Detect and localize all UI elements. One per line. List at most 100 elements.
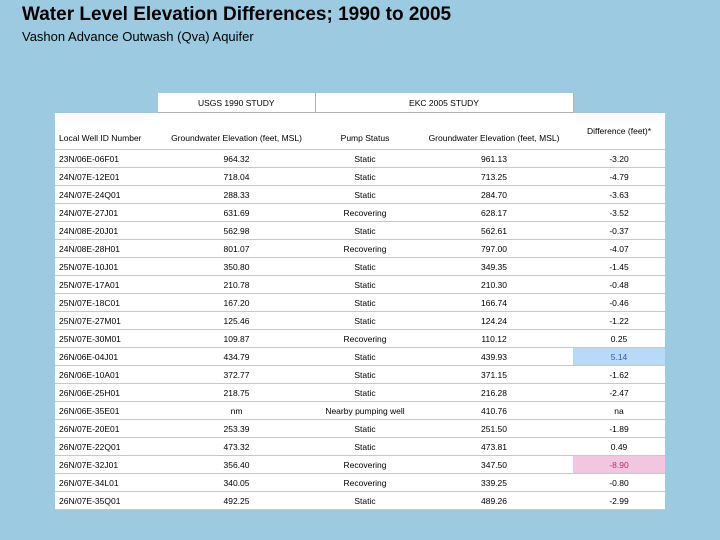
table-cell: Static: [315, 491, 415, 510]
table-cell: 25N/07E-27M01: [55, 311, 158, 330]
table-row: 26N/06E-25H01 218.75 Static 216.28 -2.47: [55, 383, 666, 402]
table-cell: 24N/07E-24Q01: [55, 185, 158, 204]
table-cell: Static: [315, 347, 415, 366]
table-cell: 124.24: [415, 311, 574, 330]
table-cell: Static: [315, 257, 415, 276]
table-cell: -0.80: [573, 473, 666, 492]
table-row: 25N/07E-10J01 350.80 Static 349.35 -1.45: [55, 257, 666, 276]
column-header: Groundwater Elevation (feet, MSL): [158, 112, 315, 150]
title: Water Level Elevation Differences; 1990 …: [22, 4, 452, 25]
table-cell: 562.61: [415, 221, 574, 240]
table-cell: 964.32: [158, 149, 315, 168]
table-cell: na: [573, 401, 666, 420]
subtitle: Vashon Advance Outwash (Qva) Aquifer: [22, 29, 254, 44]
table-cell: Static: [315, 185, 415, 204]
table-cell: 23N/06E-06F01: [55, 149, 158, 168]
table-cell: 26N/07E-34L01: [55, 473, 158, 492]
table-cell: 210.78: [158, 275, 315, 294]
table-cell: 439.93: [415, 347, 574, 366]
table-cell: Static: [315, 311, 415, 330]
table-cell: -4.79: [573, 167, 666, 186]
table-cell: 5.14: [573, 347, 666, 366]
table-cell: Static: [315, 437, 415, 456]
table-cell: -1.45: [573, 257, 666, 276]
table-row: 24N/07E-24Q01 288.33 Static 284.70 -3.63: [55, 185, 666, 204]
table-cell: 218.75: [158, 383, 315, 402]
table-cell: 26N/06E-10A01: [55, 365, 158, 384]
blank-cell: [573, 93, 665, 113]
group-header: EKC 2005 STUDY: [315, 93, 574, 113]
table-cell: 288.33: [158, 185, 315, 204]
table-cell: -3.63: [573, 185, 666, 204]
group-header-row: USGS 1990 STUDY EKC 2005 STUDY: [55, 93, 665, 113]
table-cell: 492.25: [158, 491, 315, 510]
table-cell: 473.32: [158, 437, 315, 456]
table-row: 23N/06E-06F01 964.32 Static 961.13 -3.20: [55, 149, 666, 168]
table-cell: 797.00: [415, 239, 574, 258]
table-cell: -0.37: [573, 221, 666, 240]
table-cell: Recovering: [315, 203, 415, 222]
table-row: 26N/07E-22Q01 473.32 Static 473.81 0.49: [55, 437, 666, 456]
table-cell: Static: [315, 293, 415, 312]
table-body: 23N/06E-06F01 964.32 Static 961.13 -3.20 24N/…: [55, 149, 666, 510]
table-cell: 372.77: [158, 365, 315, 384]
table-cell: 434.79: [158, 347, 315, 366]
table-cell: 339.25: [415, 473, 574, 492]
table-cell: 26N/07E-35Q01: [55, 491, 158, 510]
table-row: 25N/07E-18C01 167.20 Static 166.74 -0.46: [55, 293, 666, 312]
table-cell: 26N/07E-32J01: [55, 455, 158, 474]
table-cell: 26N/06E-04J01: [55, 347, 158, 366]
table-cell: 0.25: [573, 329, 666, 348]
column-header: Groundwater Elevation (feet, MSL): [415, 112, 574, 150]
table-cell: 125.46: [158, 311, 315, 330]
table-cell: Static: [315, 275, 415, 294]
table-cell: -2.99: [573, 491, 666, 510]
table-cell: 961.13: [415, 149, 574, 168]
table-cell: 26N/06E-25H01: [55, 383, 158, 402]
table-cell: 25N/07E-17A01: [55, 275, 158, 294]
table-row: 25N/07E-30M01 109.87 Recovering 110.12 0.25: [55, 329, 666, 348]
table-cell: Static: [315, 221, 415, 240]
table-cell: Recovering: [315, 455, 415, 474]
table-cell: 24N/08E-20J01: [55, 221, 158, 240]
table-cell: 24N/07E-12E01: [55, 167, 158, 186]
table-cell: 251.50: [415, 419, 574, 438]
table-cell: 110.12: [415, 329, 574, 348]
table-cell: Static: [315, 167, 415, 186]
table-cell: Nearby pumping well: [315, 401, 415, 420]
table-cell: -3.20: [573, 149, 666, 168]
table-cell: Recovering: [315, 239, 415, 258]
table-row: 26N/07E-35Q01 492.25 Static 489.26 -2.99: [55, 491, 666, 510]
table-cell: 24N/08E-28H01: [55, 239, 158, 258]
column-header: Difference (feet)*: [573, 112, 666, 150]
table-cell: Recovering: [315, 473, 415, 492]
table-cell: -3.52: [573, 203, 666, 222]
table-cell: 489.26: [415, 491, 574, 510]
table-cell: -0.48: [573, 275, 666, 294]
table-cell: 25N/07E-30M01: [55, 329, 158, 348]
table-row: 24N/07E-12E01 718.04 Static 713.25 -4.79: [55, 167, 666, 186]
table-cell: Static: [315, 365, 415, 384]
table-cell: Recovering: [315, 329, 415, 348]
table-cell: -2.47: [573, 383, 666, 402]
table-cell: 166.74: [415, 293, 574, 312]
table-cell: 410.76: [415, 401, 574, 420]
table-cell: Static: [315, 149, 415, 168]
table-cell: Static: [315, 383, 415, 402]
data-table: USGS 1990 STUDY EKC 2005 STUDY Local Wel…: [55, 93, 666, 510]
table-cell: -4.07: [573, 239, 666, 258]
table-cell: -0.46: [573, 293, 666, 312]
table-cell: 26N/07E-20E01: [55, 419, 158, 438]
table-row: 24N/08E-28H01 801.07 Recovering 797.00 -4.07: [55, 239, 666, 258]
table-cell: 562.98: [158, 221, 315, 240]
table-cell: 167.20: [158, 293, 315, 312]
table-cell: 347.50: [415, 455, 574, 474]
table-cell: 340.05: [158, 473, 315, 492]
table-cell: 356.40: [158, 455, 315, 474]
column-header: Pump Status: [315, 112, 415, 150]
table-cell: 284.70: [415, 185, 574, 204]
table-cell: Static: [315, 419, 415, 438]
table-cell: 0.49: [573, 437, 666, 456]
table-cell: -1.89: [573, 419, 666, 438]
table-cell: 26N/07E-22Q01: [55, 437, 158, 456]
